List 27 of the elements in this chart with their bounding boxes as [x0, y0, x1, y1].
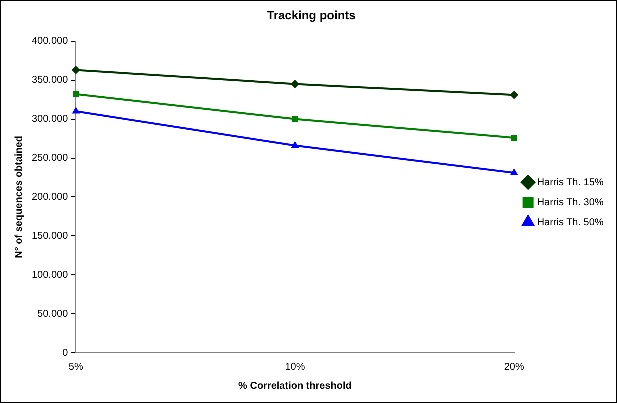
point [510, 91, 518, 100]
point [510, 169, 518, 176]
y-tick-label: 100.000 [32, 270, 69, 281]
y-axis-title: N° of sequences obtained [14, 136, 25, 258]
chart-title: Tracking points [267, 8, 356, 23]
x-tick-label: 10% [285, 362, 306, 373]
y-tick-label: 400.000 [32, 36, 69, 48]
point [292, 116, 298, 122]
point [292, 142, 299, 148]
y-tick-label: 350.000 [32, 75, 69, 86]
legend-label: Harris Th. 15% [537, 177, 604, 188]
legend-label: Harris Th. 50% [537, 217, 604, 228]
y-tick-label: 300.000 [32, 114, 69, 126]
point [73, 91, 80, 98]
x-axis-title: % Correlation threshold [238, 380, 352, 392]
point [72, 66, 80, 74]
y-tick-label: 250.000 [32, 153, 69, 164]
x-tick-label: 5% [68, 362, 84, 373]
x-tick-label: 20% [504, 362, 524, 373]
point [72, 108, 80, 114]
point [511, 135, 518, 141]
y-tick-label: 150.000 [32, 230, 69, 242]
point [291, 80, 300, 88]
legend-label: Harris Th. 30% [537, 197, 604, 208]
y-tick-label: 0 [62, 348, 69, 359]
y-tick-label: 200.000 [32, 192, 69, 203]
y-tick-label: 50.000 [38, 308, 69, 320]
